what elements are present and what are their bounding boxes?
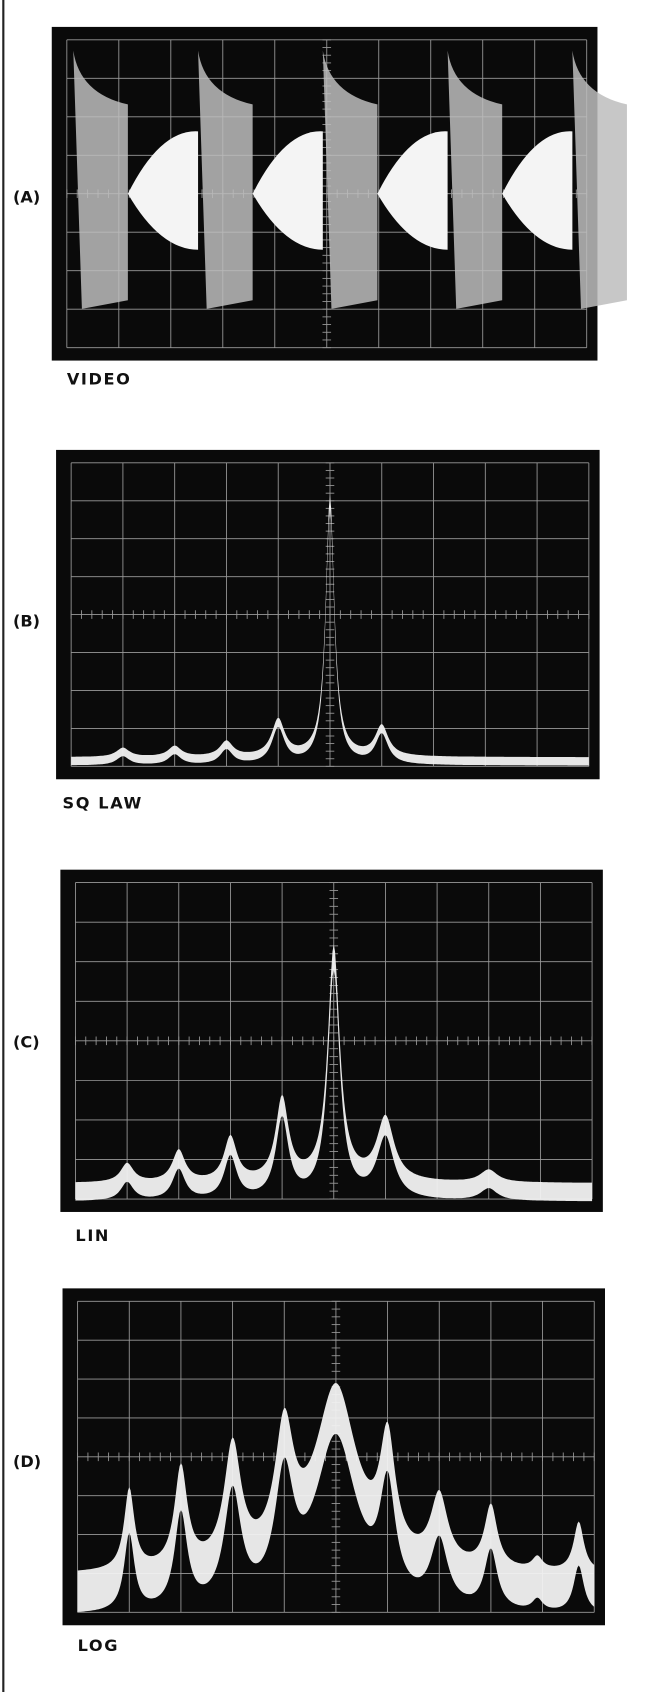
video-envelope xyxy=(252,131,323,250)
video-envelope xyxy=(377,131,448,250)
panel-caption: VIDEO xyxy=(67,369,132,388)
panel-caption: LOG xyxy=(78,1636,119,1655)
panel-label: (D) xyxy=(13,1452,41,1471)
video-pulse xyxy=(322,50,378,309)
spectrum-trace xyxy=(75,944,593,1202)
panel-label: (B) xyxy=(13,611,40,630)
video-pulse xyxy=(73,50,128,309)
spectrum-trace xyxy=(77,1382,595,1613)
panel-caption: LIN xyxy=(75,1226,110,1245)
video-pulse xyxy=(447,50,503,309)
panel-caption: SQ LAW xyxy=(63,793,143,812)
video-pulse xyxy=(572,50,627,309)
video-envelope xyxy=(127,131,199,250)
panels xyxy=(51,26,627,1626)
graticule xyxy=(70,462,590,767)
scope-panel xyxy=(60,869,603,1212)
video-pulse xyxy=(198,50,253,309)
scope-panel xyxy=(62,1288,605,1626)
video-envelope xyxy=(502,131,573,250)
panel-label: (A) xyxy=(13,187,40,206)
panel-label: (C) xyxy=(13,1032,40,1051)
scope-panel xyxy=(56,449,600,780)
scope-panel xyxy=(51,26,627,361)
